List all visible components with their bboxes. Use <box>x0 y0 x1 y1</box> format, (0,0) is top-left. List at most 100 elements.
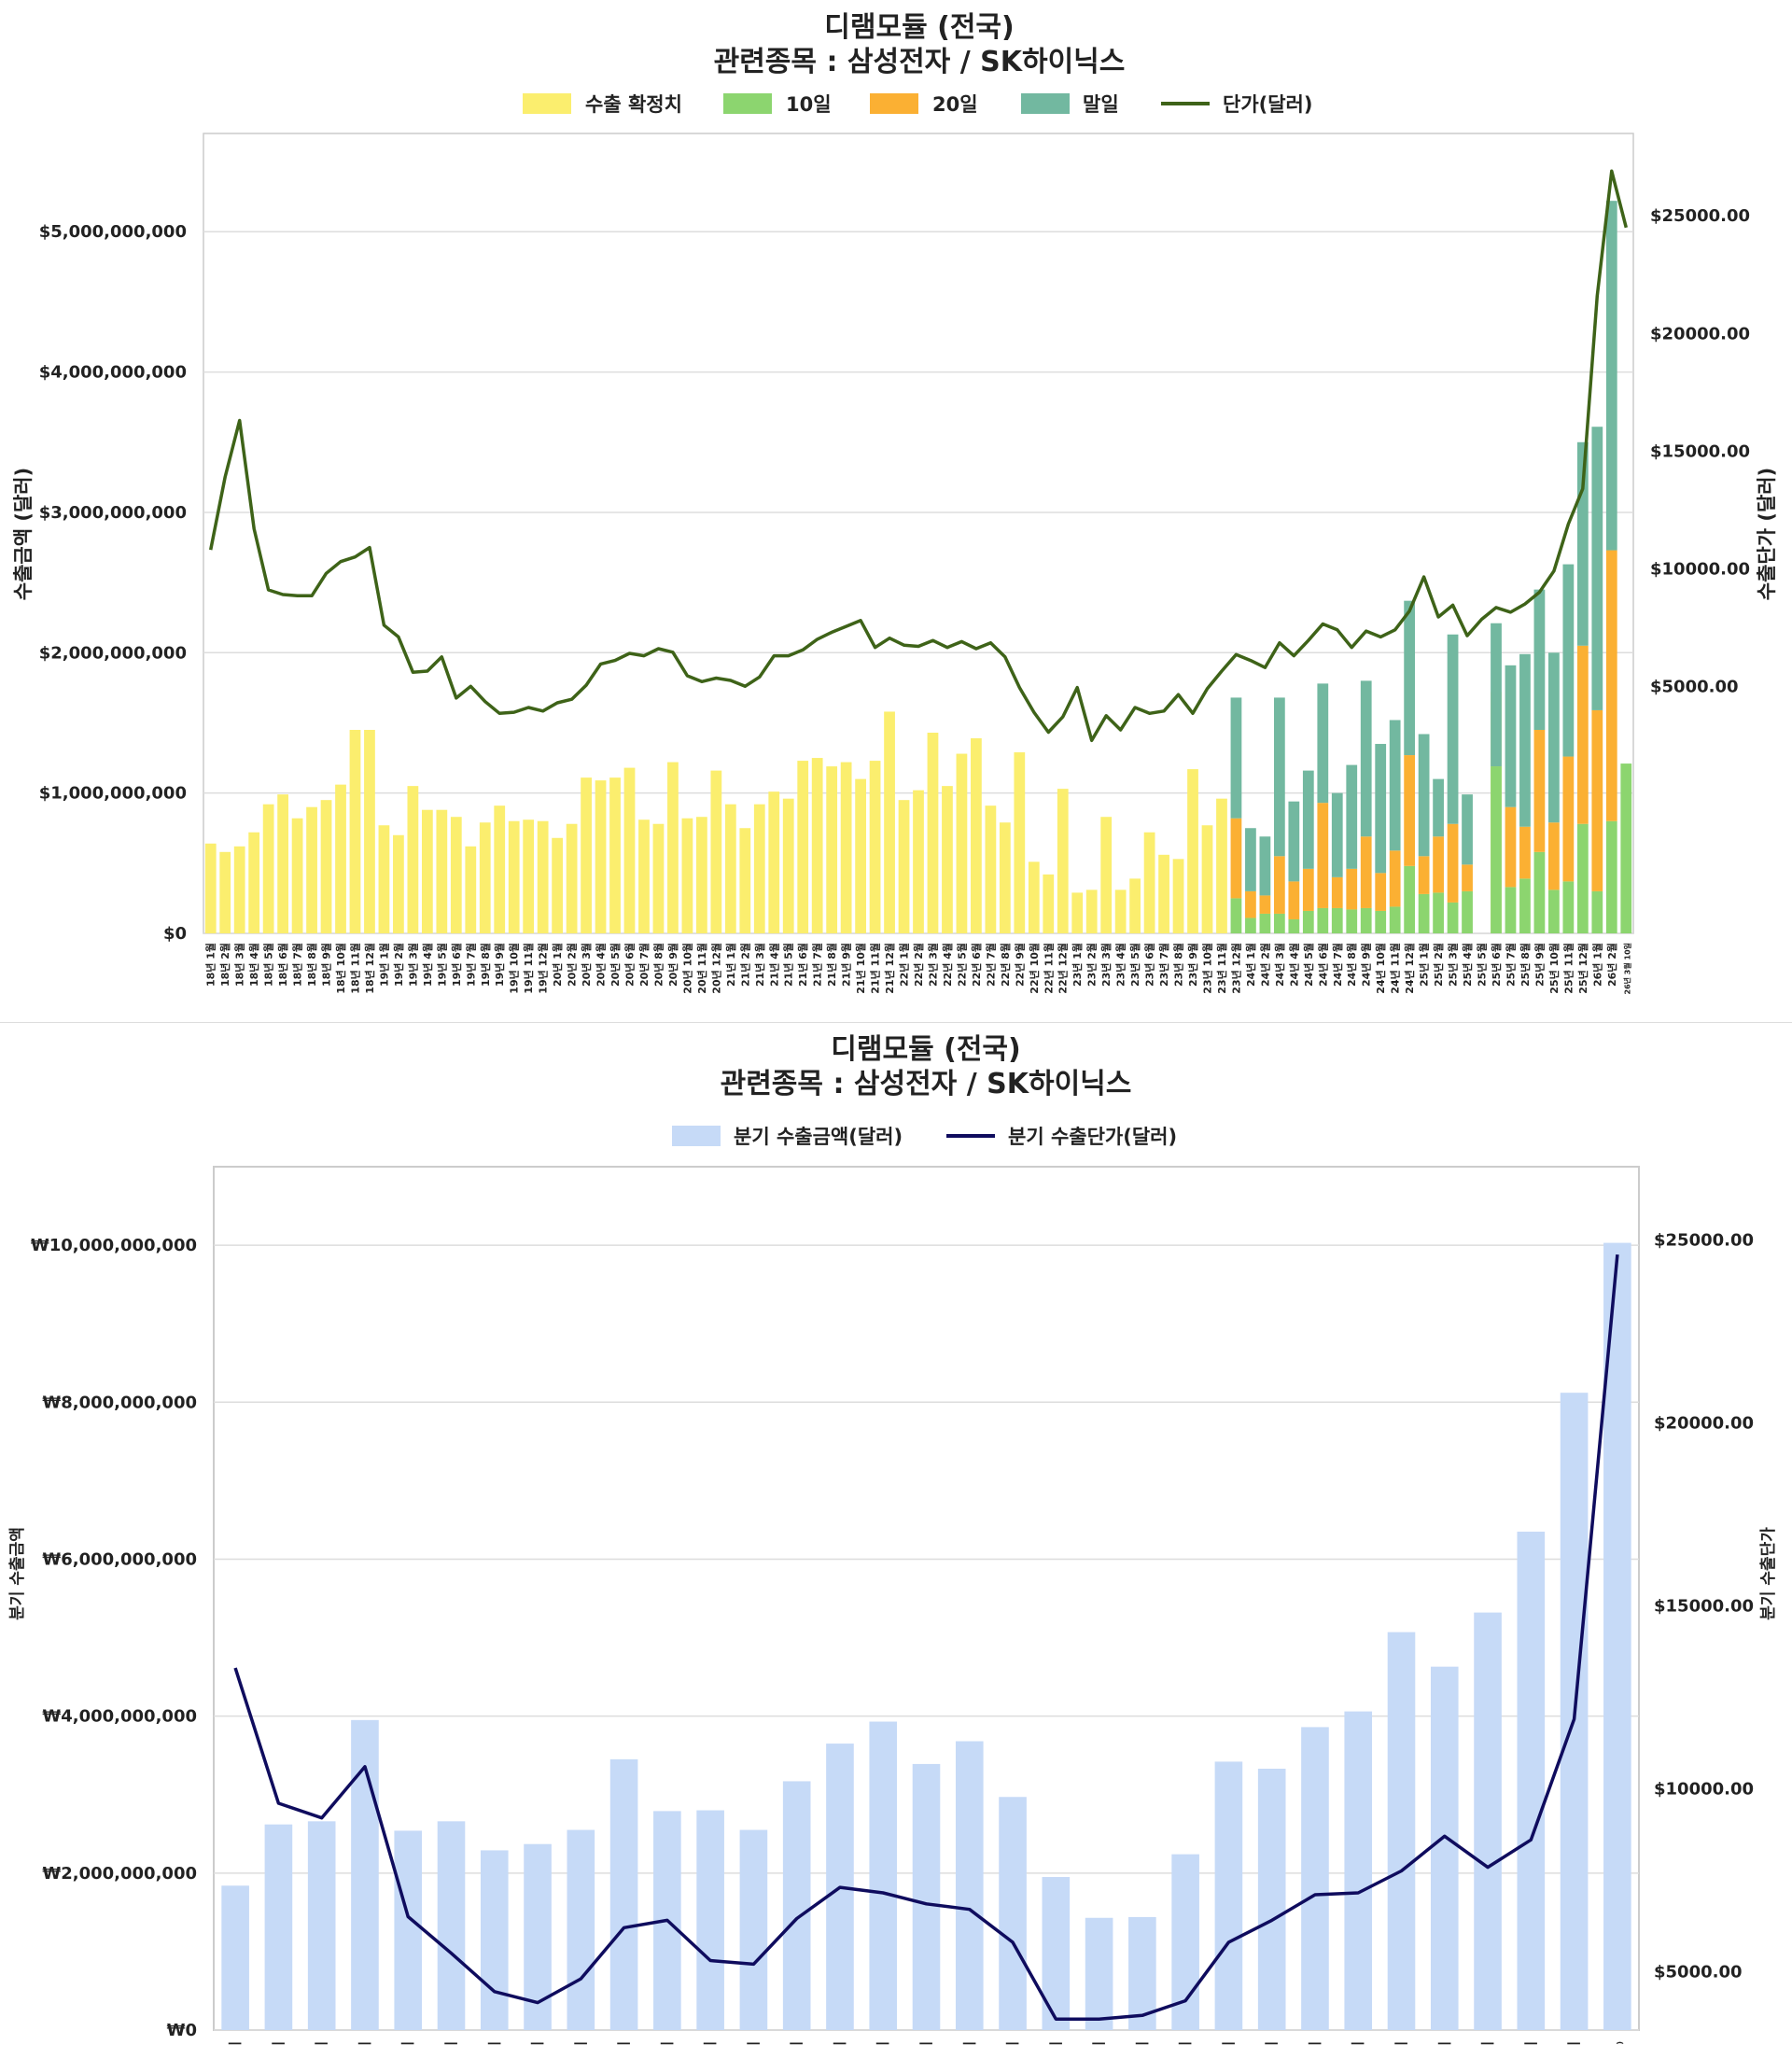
chart1-x-tick: 24년 3월 <box>1273 943 1286 987</box>
bar-10day <box>1245 917 1256 933</box>
bar-confirmed <box>552 837 564 933</box>
bar-confirmed <box>523 819 535 933</box>
bar-quarter-amount <box>307 1821 336 2030</box>
chart2-y-tick: ₩0 <box>167 2021 197 2040</box>
chart1-x-tick: 18년 4월 <box>247 943 260 987</box>
bar-10day <box>1562 881 1575 933</box>
chart1-x-tick: 21년 4월 <box>767 943 780 987</box>
chart1-x-tick: 18년 10월 <box>334 943 347 994</box>
bar-quarter-amount <box>1517 1532 1546 2030</box>
chart1-x-tick: 21년 9월 <box>840 943 853 987</box>
quarter-price-line <box>233 1254 1619 2021</box>
bar-confirmed <box>320 800 332 933</box>
bar-quarter-amount <box>1257 1768 1286 2030</box>
chart1-x-tick: 26년 2월 <box>1605 943 1618 987</box>
chart1-x-tick: 20년 12월 <box>709 943 722 994</box>
chart1-x-tick: 25년 8월 <box>1519 943 1532 987</box>
chart1-x-tick: 24년 12월 <box>1403 943 1416 994</box>
legend-label-confirmed: 수출 확정치 <box>585 93 682 116</box>
chart1-x-tick: 19년 5월 <box>435 943 448 987</box>
bar-confirmed <box>479 822 491 933</box>
chart1-x-tick: 22년 11월 <box>1042 943 1055 994</box>
chart1-x-tick: 21년 5월 <box>782 943 795 987</box>
bar-20day <box>1433 836 1444 893</box>
bar-10day <box>1259 913 1271 933</box>
chart2-legend: 분기 수출금액(달러) 분기 수출단가(달러) <box>672 1126 1177 1148</box>
bar-end <box>1302 770 1314 869</box>
bar-end <box>1491 623 1502 767</box>
monthly-export-chart: 디램모듈 (전국) 관련종목 : 삼성전자 / SK하이닉스 수출 확정치 10… <box>12 11 1778 994</box>
bar-20day <box>1548 822 1560 890</box>
bar-confirmed <box>1158 854 1169 933</box>
chart1-x-tick: 22년 12월 <box>1057 943 1070 994</box>
chart1-x-tick: 24년 6월 <box>1316 943 1329 987</box>
bar-confirmed <box>1172 859 1184 933</box>
bar-confirmed <box>508 820 520 933</box>
chart2-y-tick: ₩6,000,000,000 <box>42 1549 197 1569</box>
bar-confirmed <box>652 823 665 933</box>
bar-quarter-amount <box>437 1821 466 2030</box>
bar-end <box>1375 744 1387 874</box>
chart1-x-tick: 23년 8월 <box>1172 943 1185 987</box>
chart1-x-tick: 20년 3월 <box>580 943 593 987</box>
bar-confirmed <box>378 825 390 933</box>
bar-20day <box>1346 868 1358 910</box>
quarterly-export-chart: 디램모듈 (전국) 관련종목 : 삼성전자 / SK하이닉스 분기 수출금액(달… <box>8 1033 1778 2045</box>
bar-confirmed <box>811 758 823 933</box>
bar-end <box>1447 634 1459 824</box>
chart1-x-tick: 24년 9월 <box>1360 943 1373 987</box>
bar-confirmed <box>942 786 953 933</box>
bar-confirmed <box>465 846 477 933</box>
bar-quarter-amount <box>1214 1761 1243 2030</box>
bar-20day <box>1576 645 1589 824</box>
bar-confirmed <box>869 761 881 933</box>
bar-quarter-amount <box>1474 1612 1502 2030</box>
bar-confirmed <box>695 817 707 933</box>
bar-confirmed <box>450 817 462 933</box>
bar-confirmed <box>710 770 722 933</box>
bar-10day <box>1462 890 1473 933</box>
chart1-y2-tick: $5000.00 <box>1650 677 1739 696</box>
bar-10day <box>1346 909 1358 933</box>
chart1-x-tick: 20년 6월 <box>623 943 637 987</box>
chart2-x-tick: 22년 4분기 <box>1049 2041 1064 2045</box>
chart2-x-tick: 21년 4분기 <box>876 2041 891 2045</box>
chart2-x-tick: 20년 1분기 <box>574 2041 589 2045</box>
chart1-x-tick: 23년 10월 <box>1201 943 1214 994</box>
chart2-x-tick: 23년 2분기 <box>1136 2041 1151 2045</box>
bar-10day <box>1288 918 1300 933</box>
bar-20day <box>1317 803 1329 908</box>
chart2-x-tick: 21년 2분기 <box>791 2041 805 2045</box>
bar-confirmed <box>1014 752 1026 933</box>
chart1-x-tick: 25년 10월 <box>1547 943 1561 994</box>
chart1-legend: 수출 확정치 10일 20일 말일 단가(달러) <box>523 93 1312 116</box>
chart1-y-axis-label: 수출금액 (달러) <box>12 468 35 600</box>
bar-quarter-amount <box>1344 1711 1373 2030</box>
chart1-x-tick: 23년 4월 <box>1114 943 1127 987</box>
bar-10day <box>1519 878 1531 933</box>
bar-20day <box>1605 550 1617 821</box>
bar-quarter-amount <box>394 1830 423 2030</box>
chart2-y-tick: ₩4,000,000,000 <box>42 1707 197 1727</box>
bar-20day <box>1375 873 1387 911</box>
chart2-x-tick: 19년 2분기 <box>445 2041 460 2045</box>
legend-label-10day: 10일 <box>786 93 832 116</box>
chart1-x-tick: 18년 7월 <box>291 943 304 987</box>
chart1-x-tick: 21년 8월 <box>825 943 838 987</box>
bar-end <box>1360 680 1372 837</box>
bar-end <box>1317 683 1329 804</box>
bar-confirmed <box>1071 892 1084 933</box>
chart2-subtitle: 관련종목 : 삼성전자 / SK하이닉스 <box>721 1068 1132 1100</box>
chart2-x-tick: 20년 2분기 <box>618 2041 633 2045</box>
chart2-x-tick: 20년 3분기 <box>661 2041 676 2045</box>
chart1-x-tick: 25년 2월 <box>1432 943 1445 987</box>
legend-swatch-quarter-amount <box>672 1126 721 1146</box>
chart1-x-tick: 18년 12월 <box>363 943 376 994</box>
chart1-x-tick: 23년 9월 <box>1186 943 1199 987</box>
legend-label-price: 단가(달러) <box>1223 93 1312 116</box>
chart1-x-tick: 19년 10월 <box>508 943 521 994</box>
chart1-x-tick: 18년 2월 <box>218 943 231 987</box>
bar-confirmed <box>219 851 231 933</box>
bar-confirmed <box>349 729 361 933</box>
chart1-x-tick: 19년 12월 <box>537 943 550 994</box>
